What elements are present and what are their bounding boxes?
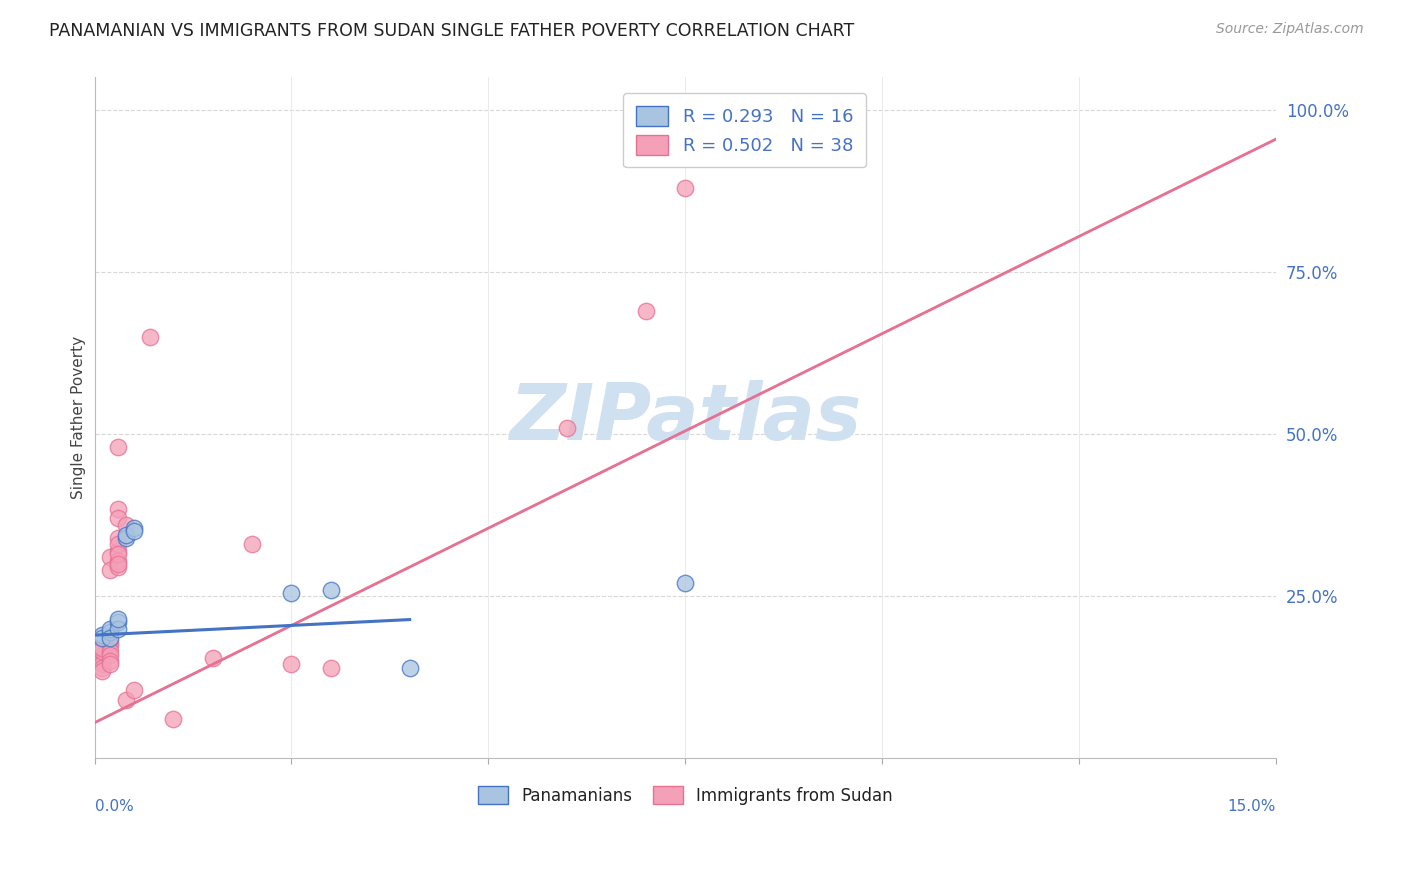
Point — [398, 660, 420, 674]
Point — [98, 648, 121, 662]
Point — [162, 713, 184, 727]
Point — [98, 624, 121, 639]
Point — [319, 582, 342, 597]
Point — [107, 615, 129, 629]
Point — [98, 622, 121, 636]
Point — [319, 660, 342, 674]
Point — [280, 586, 302, 600]
Point — [98, 550, 121, 565]
Text: 15.0%: 15.0% — [1227, 799, 1277, 814]
Point — [122, 521, 145, 535]
Point — [98, 654, 121, 668]
Point — [107, 553, 129, 567]
Point — [107, 547, 129, 561]
Point — [98, 644, 121, 658]
Point — [91, 664, 114, 678]
Y-axis label: Single Father Poverty: Single Father Poverty — [72, 336, 86, 500]
Point — [107, 612, 129, 626]
Point — [115, 531, 138, 545]
Point — [91, 657, 114, 672]
Text: 0.0%: 0.0% — [94, 799, 134, 814]
Text: PANAMANIAN VS IMMIGRANTS FROM SUDAN SINGLE FATHER POVERTY CORRELATION CHART: PANAMANIAN VS IMMIGRANTS FROM SUDAN SING… — [49, 22, 855, 40]
Point — [98, 563, 121, 577]
Point — [107, 622, 129, 636]
Point — [555, 420, 578, 434]
Point — [122, 683, 145, 698]
Point — [107, 511, 129, 525]
Point — [91, 628, 114, 642]
Point — [280, 657, 302, 672]
Point — [673, 180, 696, 194]
Point — [91, 650, 114, 665]
Point — [107, 531, 129, 545]
Point — [107, 440, 129, 454]
Point — [91, 654, 114, 668]
Point — [122, 524, 145, 539]
Point — [91, 660, 114, 674]
Point — [98, 632, 121, 646]
Point — [115, 527, 138, 541]
Point — [673, 576, 696, 591]
Point — [107, 537, 129, 551]
Point — [91, 644, 114, 658]
Point — [91, 632, 114, 646]
Point — [98, 638, 121, 652]
Point — [240, 537, 263, 551]
Point — [91, 641, 114, 656]
Point — [107, 501, 129, 516]
Point — [138, 330, 160, 344]
Point — [201, 650, 224, 665]
Point — [115, 517, 138, 532]
Point — [107, 557, 129, 571]
Point — [107, 560, 129, 574]
Point — [98, 634, 121, 648]
Point — [91, 648, 114, 662]
Point — [634, 304, 657, 318]
Text: Source: ZipAtlas.com: Source: ZipAtlas.com — [1216, 22, 1364, 37]
Point — [107, 544, 129, 558]
Legend: Panamanians, Immigrants from Sudan: Panamanians, Immigrants from Sudan — [471, 780, 900, 812]
Point — [115, 693, 138, 707]
Text: ZIPatlas: ZIPatlas — [509, 380, 862, 456]
Point — [98, 657, 121, 672]
